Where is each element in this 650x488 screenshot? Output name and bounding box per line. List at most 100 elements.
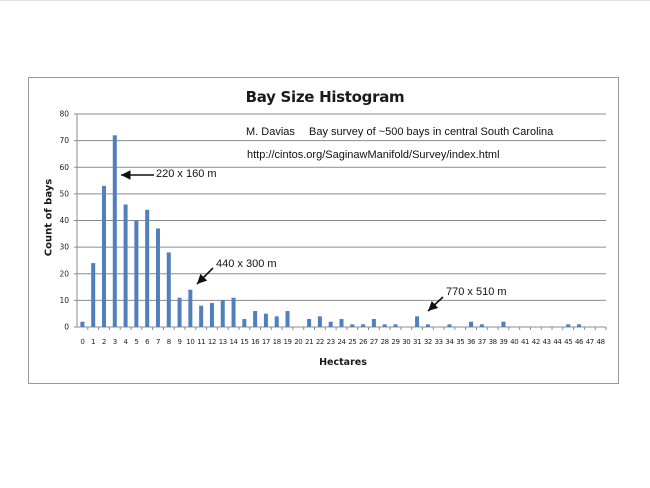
- x-tick-label: 26: [359, 338, 368, 346]
- histogram-bar: [317, 316, 322, 327]
- histogram-bar: [285, 311, 290, 327]
- histogram-bar: [566, 324, 571, 327]
- histogram-bar: [209, 303, 214, 327]
- x-tick-label: 12: [208, 338, 216, 346]
- histogram-bar: [577, 324, 582, 327]
- y-tick-label: 0: [64, 323, 69, 332]
- y-tick-label: 40: [59, 216, 69, 225]
- x-tick-label: 41: [521, 338, 529, 346]
- x-tick-label: 36: [467, 338, 476, 346]
- x-tick-label: 22: [316, 338, 324, 346]
- arrow-770x510: [427, 296, 444, 312]
- histogram-bar: [242, 319, 247, 327]
- x-tick-label: 6: [145, 338, 150, 346]
- x-axis-label: Hectares: [319, 357, 367, 368]
- histogram-bar: [253, 311, 258, 327]
- x-tick-label: 14: [229, 338, 238, 346]
- histogram-bar: [274, 316, 279, 327]
- top-divider: [0, 0, 650, 1]
- y-tick-label: 10: [59, 296, 69, 305]
- x-tick-label: 0: [80, 338, 84, 346]
- histogram-bar: [393, 324, 398, 327]
- survey-description: Bay survey of ~500 bays in central South…: [309, 126, 554, 138]
- author-note: M. Davias: [246, 126, 295, 138]
- histogram-bar: [469, 321, 474, 327]
- x-tick-label: 35: [456, 338, 464, 346]
- histogram-bar: [382, 324, 387, 327]
- x-tick-label: 21: [305, 338, 313, 346]
- x-tick-label: 24: [337, 338, 346, 346]
- x-tick-label: 1: [91, 338, 95, 346]
- histogram-bar: [361, 324, 366, 327]
- histogram-bar: [166, 252, 171, 327]
- histogram-bar: [220, 300, 225, 327]
- y-tick-label: 80: [59, 110, 69, 119]
- x-tick-label: 29: [391, 338, 399, 346]
- annotation-770x510: 770 x 510 m: [446, 286, 507, 298]
- x-tick-label: 34: [445, 338, 454, 346]
- histogram-bar: [307, 319, 312, 327]
- x-tick-label: 11: [197, 338, 205, 346]
- x-tick-label: 10: [186, 338, 194, 346]
- histogram-bar: [112, 135, 117, 327]
- histogram-bar: [371, 319, 376, 327]
- histogram-bar: [350, 324, 355, 327]
- x-tick-label: 47: [586, 338, 594, 346]
- histogram-bar: [101, 185, 106, 327]
- y-tick-label: 70: [59, 136, 69, 145]
- histogram-bar: [415, 316, 420, 327]
- x-tick-label: 9: [178, 338, 182, 346]
- histogram-bar: [479, 324, 484, 327]
- histogram-bar: [188, 289, 193, 327]
- x-tick-label: 8: [167, 338, 171, 346]
- x-tick-label: 5: [134, 338, 138, 346]
- histogram-bar: [199, 305, 204, 327]
- histogram-bar: [123, 204, 128, 327]
- x-tick-label: 23: [327, 338, 335, 346]
- histogram-bar: [91, 263, 96, 327]
- x-tick-label: 7: [156, 338, 160, 346]
- x-tick-label: 31: [413, 338, 421, 346]
- histogram-bar: [231, 297, 236, 327]
- x-tick-label: 33: [435, 338, 443, 346]
- x-tick-label: 13: [219, 338, 227, 346]
- y-tick-label: 20: [59, 269, 69, 278]
- y-tick-label: 50: [59, 189, 69, 198]
- x-tick-label: 15: [240, 338, 248, 346]
- histogram-bar: [80, 321, 85, 327]
- x-tick-label: 38: [489, 338, 497, 346]
- x-tick-label: 43: [543, 338, 551, 346]
- x-tick-label: 27: [370, 338, 378, 346]
- arrow-440x300: [196, 267, 214, 285]
- x-tick-label: 25: [348, 338, 356, 346]
- x-tick-label: 17: [262, 338, 270, 346]
- x-tick-label: 3: [113, 338, 117, 346]
- histogram-bar: [339, 319, 344, 327]
- y-tick-label: 60: [59, 163, 69, 172]
- histogram-bar: [145, 209, 150, 327]
- y-tick-label: 30: [59, 243, 69, 252]
- histogram-bar: [328, 321, 333, 327]
- x-tick-label: 2: [102, 338, 106, 346]
- x-tick-label: 39: [499, 338, 507, 346]
- y-axis-label: Count of bays: [43, 178, 55, 257]
- x-tick-label: 42: [532, 338, 540, 346]
- x-tick-label: 48: [597, 338, 605, 346]
- x-tick-label: 45: [564, 338, 572, 346]
- histogram-bar: [134, 220, 139, 327]
- histogram-bar: [263, 313, 268, 327]
- x-tick-label: 20: [294, 338, 302, 346]
- x-tick-label: 44: [553, 338, 562, 346]
- survey-url: http://cintos.org/SaginawManifold/Survey…: [247, 149, 500, 161]
- x-tick-label: 19: [283, 338, 291, 346]
- histogram-bar: [501, 321, 506, 327]
- histogram-bar: [155, 228, 160, 327]
- chart-title: Bay Size Histogram: [245, 88, 405, 106]
- histogram-bar: [177, 297, 182, 327]
- annotation-220x160: 220 x 160 m: [156, 168, 217, 180]
- x-tick-label: 32: [424, 338, 432, 346]
- histogram-bar: [447, 324, 452, 327]
- annotation-440x300: 440 x 300 m: [216, 258, 277, 270]
- x-tick-label: 18: [273, 338, 281, 346]
